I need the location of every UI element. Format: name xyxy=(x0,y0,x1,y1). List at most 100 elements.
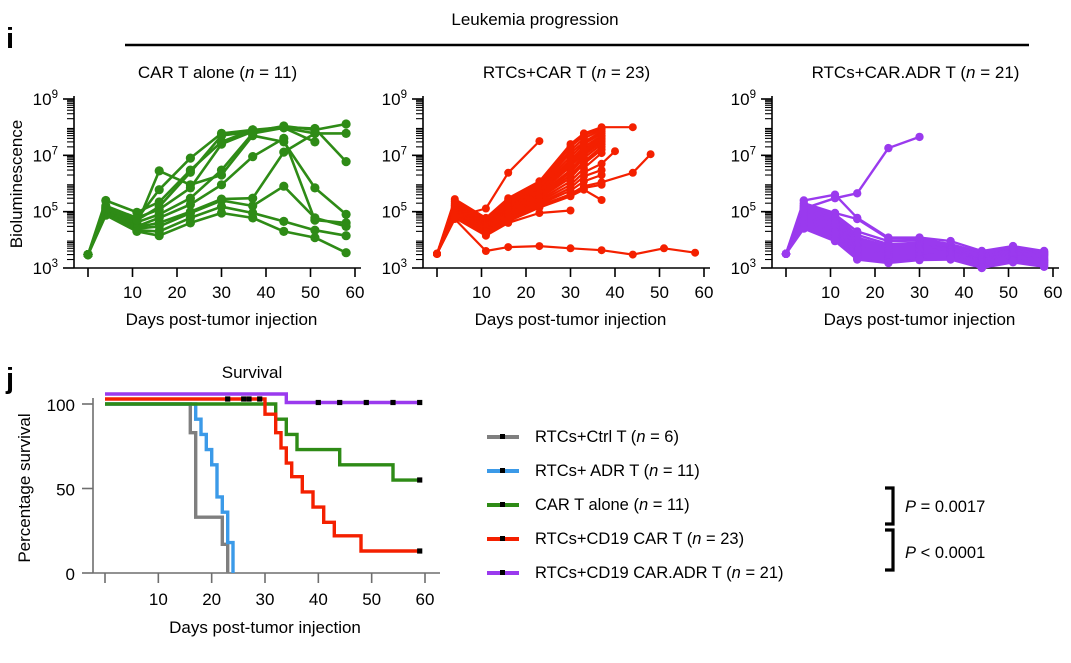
data-point xyxy=(185,218,195,228)
data-point xyxy=(597,149,606,158)
data-point xyxy=(216,208,227,218)
legend-label-3[interactable]: CAR T alone (n = 11) xyxy=(535,496,690,514)
data-point xyxy=(579,183,588,192)
censor-mark xyxy=(337,399,343,406)
censor-mark xyxy=(241,396,247,402)
data-point xyxy=(310,233,320,243)
censor-mark xyxy=(315,399,321,406)
bioluminescence-trace xyxy=(86,211,348,256)
data-point xyxy=(154,166,164,176)
legend-censor-mark xyxy=(500,468,505,473)
data-point xyxy=(597,246,606,255)
data-point xyxy=(279,123,289,133)
bioluminescence-trace xyxy=(86,134,348,256)
data-point xyxy=(799,224,808,233)
panel-letter-j: j xyxy=(5,363,14,395)
y-tick-label: 109 xyxy=(731,89,756,109)
survival-curve xyxy=(105,402,230,573)
y-tick-label: 107 xyxy=(33,145,58,165)
data-point xyxy=(1008,258,1018,267)
data-point xyxy=(279,133,289,143)
data-point xyxy=(341,231,351,241)
y-tick-label: 103 xyxy=(731,258,756,278)
legend-label-1[interactable]: RTCs+Ctrl T (n = 6) xyxy=(535,428,679,446)
pvalue-bracket-1 xyxy=(885,486,895,526)
data-point xyxy=(915,132,924,142)
x-tick-label: 10 xyxy=(821,283,840,302)
y-tick-label: 107 xyxy=(731,145,756,165)
data-point xyxy=(977,263,986,273)
data-point xyxy=(185,167,195,177)
pvalue-label-2: P < 0.0001 xyxy=(905,544,985,562)
data-point xyxy=(185,153,195,163)
data-point xyxy=(535,202,544,211)
km-x-tick-label: 30 xyxy=(256,590,275,609)
y-tick-label: 105 xyxy=(731,202,756,222)
data-point xyxy=(132,226,142,236)
data-point xyxy=(884,143,893,153)
survival-title: Survival xyxy=(222,363,282,382)
x-tick-label: 60 xyxy=(695,283,714,302)
censor-mark xyxy=(246,396,252,402)
data-point xyxy=(341,248,351,258)
x-tick-label: 20 xyxy=(517,283,536,302)
x-tick-label: 40 xyxy=(257,283,276,302)
data-point xyxy=(341,128,351,138)
data-point xyxy=(1039,262,1049,271)
bioluminescence-trace xyxy=(86,126,317,256)
data-point xyxy=(830,236,840,246)
data-point xyxy=(341,209,351,219)
legend-label-2[interactable]: RTCs+ ADR T (n = 11) xyxy=(535,462,700,480)
x-tick-label: 50 xyxy=(301,283,320,302)
data-point xyxy=(310,213,320,223)
data-point xyxy=(853,214,862,224)
km-ylabel: Percentage survival xyxy=(15,413,34,562)
data-point xyxy=(915,255,924,265)
panel-i-xlabel-1: Days post-tumor injection xyxy=(126,310,318,329)
censor-mark xyxy=(417,477,423,483)
data-point xyxy=(481,247,490,255)
data-point xyxy=(830,190,840,199)
bioluminescence-trace xyxy=(784,202,1046,255)
censor-mark xyxy=(225,396,231,402)
data-point xyxy=(154,185,164,195)
data-point xyxy=(628,250,637,259)
data-point xyxy=(279,226,289,236)
data-point xyxy=(597,196,606,204)
data-point xyxy=(884,258,893,268)
survival-curve xyxy=(105,402,420,482)
banner-title: Leukemia progression xyxy=(451,10,618,29)
y-tick-label: 107 xyxy=(382,145,407,165)
y-tick-label: 105 xyxy=(382,202,407,222)
data-point xyxy=(83,250,93,260)
data-point xyxy=(946,255,955,264)
subplot-title-1: CAR T alone (n = 11) xyxy=(138,63,297,82)
bioluminescence-trace xyxy=(86,122,348,256)
panel-letter-i: i xyxy=(6,23,14,55)
x-tick-label: 60 xyxy=(1044,283,1063,302)
y-tick-label: 105 xyxy=(33,202,58,222)
subplot-title-3: RTCs+CAR.ADR T (n = 21) xyxy=(812,63,1020,82)
legend-label-5[interactable]: RTCs+CD19 CAR.ADR T (n = 21) xyxy=(535,564,784,582)
data-point xyxy=(597,159,606,168)
data-point xyxy=(216,128,227,138)
data-point xyxy=(691,248,700,257)
x-tick-label: 10 xyxy=(123,283,142,302)
x-tick-label: 40 xyxy=(606,283,625,302)
legend-label-4[interactable]: RTCs+CD19 CAR T (n = 23) xyxy=(535,530,744,548)
x-tick-label: 60 xyxy=(346,283,365,302)
data-point xyxy=(248,125,258,135)
data-point xyxy=(216,202,227,212)
pvalue-bracket-2 xyxy=(885,528,895,572)
data-point xyxy=(310,225,320,235)
censor-mark xyxy=(417,548,423,554)
panel-i-xlabel-2: Days post-tumor injection xyxy=(475,310,667,329)
pvalue-label-1: P = 0.0017 xyxy=(905,498,985,516)
x-tick-label: 30 xyxy=(561,283,580,302)
legend-censor-mark xyxy=(500,434,505,439)
x-tick-label: 20 xyxy=(866,283,885,302)
censor-mark xyxy=(257,396,263,402)
data-point xyxy=(535,137,544,146)
data-point xyxy=(216,170,227,180)
data-point xyxy=(566,244,575,253)
